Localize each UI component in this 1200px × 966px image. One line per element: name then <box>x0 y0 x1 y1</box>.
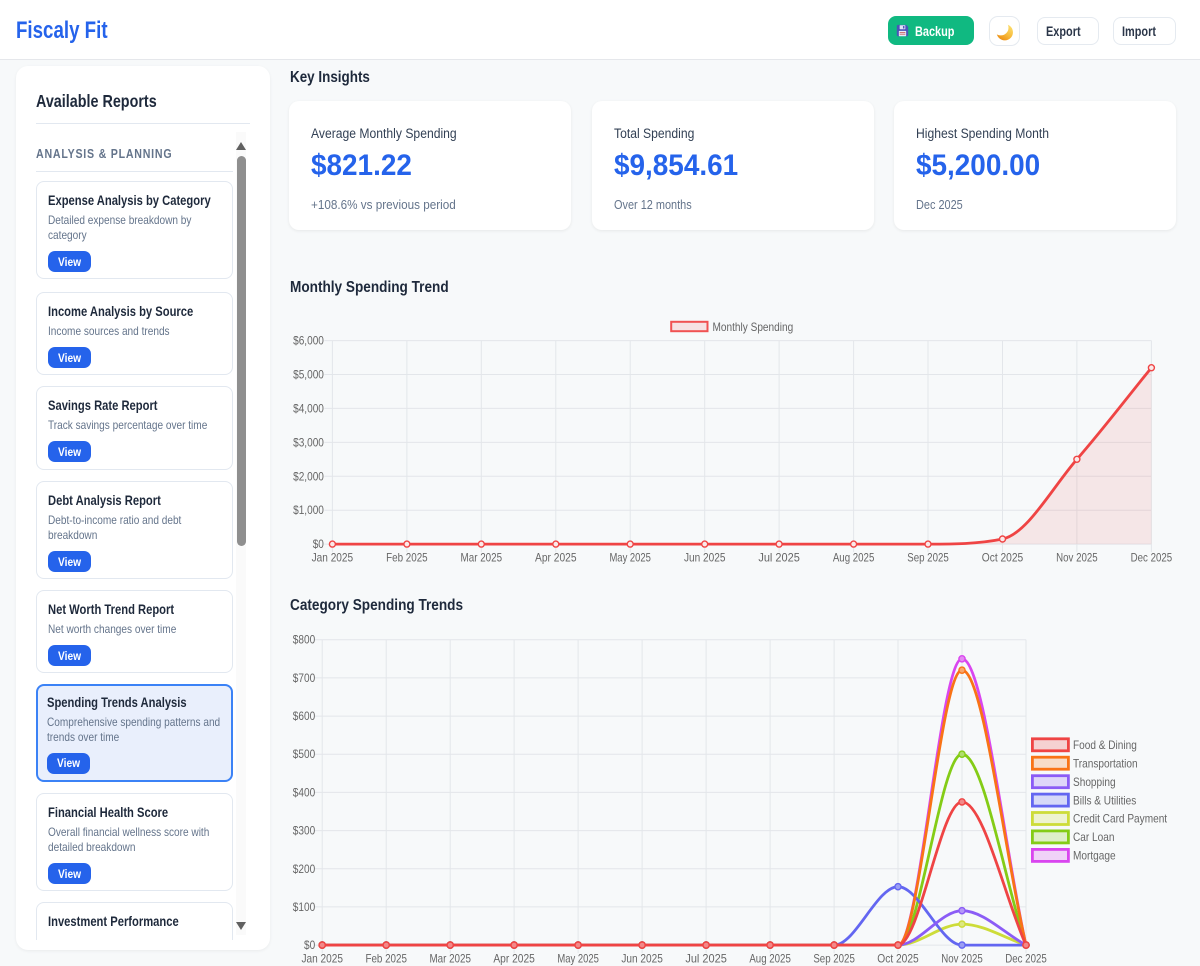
svg-text:Jan 2025: Jan 2025 <box>301 952 343 966</box>
svg-text:Sep 2025: Sep 2025 <box>907 551 949 565</box>
svg-text:Nov 2025: Nov 2025 <box>1056 551 1098 565</box>
svg-text:$600: $600 <box>293 709 316 723</box>
svg-text:Bills & Utilities: Bills & Utilities <box>1073 793 1136 807</box>
svg-text:Feb 2025: Feb 2025 <box>365 952 407 966</box>
svg-text:Food & Dining: Food & Dining <box>1073 738 1137 752</box>
svg-text:Dec 2025: Dec 2025 <box>1131 551 1173 565</box>
svg-text:$5,000: $5,000 <box>293 368 324 382</box>
svg-text:Nov 2025: Nov 2025 <box>941 952 983 966</box>
svg-text:Mar 2025: Mar 2025 <box>429 952 471 966</box>
svg-text:$2,000: $2,000 <box>293 469 324 483</box>
svg-text:$4,000: $4,000 <box>293 401 324 415</box>
svg-text:Jul 2025: Jul 2025 <box>685 952 727 966</box>
svg-text:May 2025: May 2025 <box>609 551 651 565</box>
svg-text:Aug 2025: Aug 2025 <box>749 952 791 966</box>
svg-text:Oct 2025: Oct 2025 <box>982 551 1024 565</box>
svg-text:Aug 2025: Aug 2025 <box>833 551 875 565</box>
svg-text:Credit Card Payment: Credit Card Payment <box>1073 812 1168 826</box>
svg-text:Oct 2025: Oct 2025 <box>877 952 919 966</box>
svg-text:$700: $700 <box>293 671 316 685</box>
svg-text:$100: $100 <box>293 900 316 914</box>
svg-text:May 2025: May 2025 <box>557 952 599 966</box>
svg-text:Apr 2025: Apr 2025 <box>535 551 577 565</box>
svg-text:Apr 2025: Apr 2025 <box>493 952 535 966</box>
svg-text:$400: $400 <box>293 785 316 799</box>
svg-text:$1,000: $1,000 <box>293 503 324 517</box>
svg-text:Jan 2025: Jan 2025 <box>312 551 354 565</box>
svg-text:Sep 2025: Sep 2025 <box>813 952 855 966</box>
svg-text:Mortgage: Mortgage <box>1073 849 1116 863</box>
svg-text:Jun 2025: Jun 2025 <box>621 952 663 966</box>
svg-text:Monthly Spending: Monthly Spending <box>713 320 794 334</box>
svg-text:$200: $200 <box>293 862 316 876</box>
svg-text:Jun 2025: Jun 2025 <box>684 551 726 565</box>
svg-text:Jul 2025: Jul 2025 <box>758 551 800 565</box>
svg-text:$6,000: $6,000 <box>293 334 324 348</box>
svg-text:$300: $300 <box>293 824 316 838</box>
svg-text:Car Loan: Car Loan <box>1073 830 1115 844</box>
svg-text:Shopping: Shopping <box>1073 775 1116 789</box>
svg-text:Transportation: Transportation <box>1073 756 1138 770</box>
svg-text:$3,000: $3,000 <box>293 435 324 449</box>
svg-text:Dec 2025: Dec 2025 <box>1005 952 1047 966</box>
svg-text:$800: $800 <box>293 633 316 647</box>
svg-text:Feb 2025: Feb 2025 <box>386 551 428 565</box>
svg-text:$500: $500 <box>293 747 316 761</box>
svg-text:$0: $0 <box>304 938 315 952</box>
svg-text:$0: $0 <box>313 537 324 551</box>
svg-text:Mar 2025: Mar 2025 <box>461 551 503 565</box>
